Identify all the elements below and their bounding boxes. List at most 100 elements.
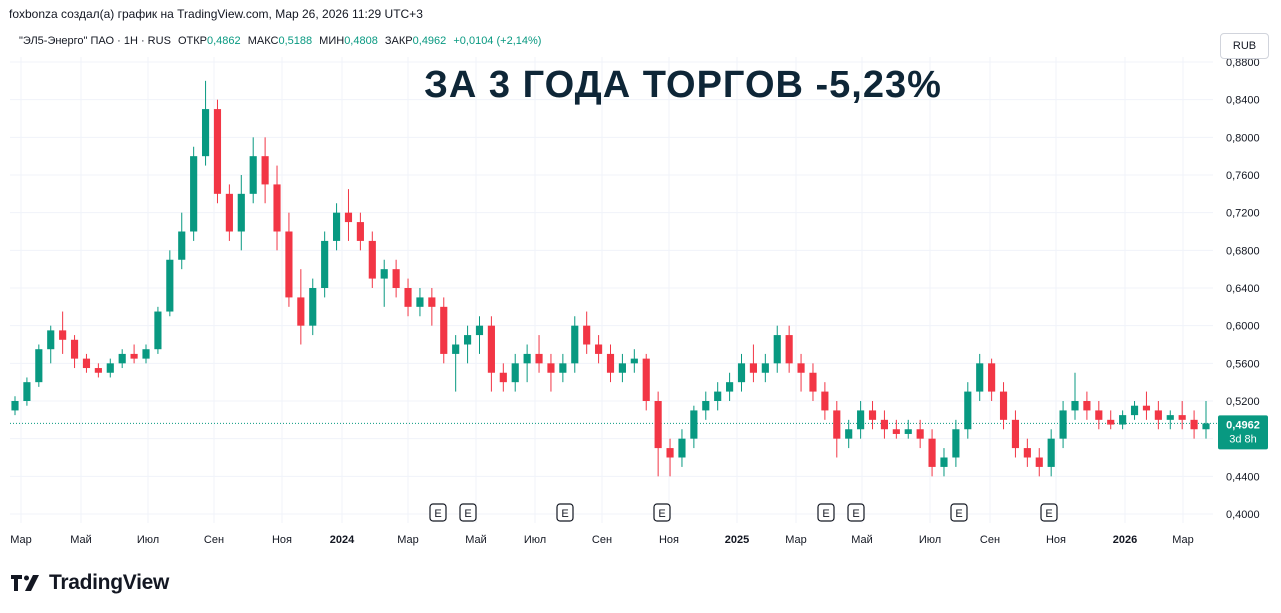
candle-body: [297, 297, 305, 326]
candle-body: [332, 212, 341, 241]
candle-body: [595, 344, 603, 354]
candle-body: [23, 382, 31, 401]
candle-body: [440, 306, 448, 354]
candle-body: [82, 358, 91, 369]
candle-body: [666, 448, 674, 458]
x-tick-label: 2026: [1113, 534, 1137, 546]
x-tick-label: Сен: [204, 534, 224, 546]
candle-body: [952, 429, 960, 458]
earnings-marker-box: [653, 503, 671, 522]
y-tick-label: 0,6800: [1226, 245, 1260, 257]
last-price-badge: 0,4962 3d 8h: [1218, 415, 1268, 450]
candle-body: [356, 222, 364, 241]
symbol-name[interactable]: "ЭЛ5-Энерго" ПАО · 1Н · RUS: [19, 35, 171, 47]
x-tick-label: Ноя: [1046, 534, 1066, 546]
earnings-marker-box: [847, 503, 865, 522]
candle-body: [773, 335, 781, 364]
earnings-marker-label: E: [434, 508, 441, 520]
x-tick-label: Май: [70, 534, 92, 546]
candle-body: [523, 353, 531, 364]
candle-body: [380, 269, 388, 279]
tradingview-logo[interactable]: TradingView: [11, 571, 169, 595]
earnings-marker-box: [556, 503, 574, 522]
candle-body: [261, 156, 269, 185]
candle-body: [690, 410, 698, 439]
earnings-marker-label: E: [561, 508, 568, 520]
earnings-marker-label: E: [464, 508, 471, 520]
y-tick-label: 0,4000: [1226, 509, 1260, 521]
candle-body: [1107, 419, 1115, 425]
open-label: ОТКР: [177, 35, 207, 47]
y-tick-label: 0,7200: [1226, 208, 1260, 220]
earnings-marker-box: [817, 503, 835, 522]
candle-body: [475, 325, 484, 336]
earnings-marker-label: E: [955, 508, 962, 520]
earnings-marker-label: E: [852, 508, 859, 520]
y-tick-label: 0,8400: [1226, 95, 1260, 107]
candle-body: [618, 363, 626, 373]
candle-body: [785, 335, 793, 364]
x-tick-label: Май: [465, 534, 487, 546]
x-tick-label: 2025: [725, 534, 749, 546]
close-label: ЗАКР: [384, 35, 413, 47]
candle-body: [190, 156, 198, 232]
earnings-marker: E: [459, 503, 477, 522]
candle-body: [59, 330, 67, 340]
candle-body: [1083, 401, 1091, 411]
candle-body: [452, 344, 460, 354]
y-tick-label: 0,5200: [1226, 396, 1260, 408]
candle-body: [166, 259, 174, 312]
y-tick-label: 0,5600: [1226, 358, 1260, 370]
candle-body: [642, 358, 650, 401]
candle-body: [464, 335, 472, 345]
x-tick-label: Май: [851, 534, 873, 546]
candle-body: [606, 353, 615, 373]
candle-body: [654, 401, 662, 449]
candle-body: [797, 363, 805, 373]
candle-body: [916, 429, 924, 439]
x-tick-label: 2024: [330, 534, 355, 546]
time-axis: Мар Май Июл Сен Ноя 2024 Мар Май Июл Сен Ноя 2025 Ма…: [10, 534, 1194, 546]
x-tick-label: Ноя: [659, 534, 679, 546]
candle-body: [130, 353, 138, 359]
tradingview-logo-text: TradingView: [49, 571, 170, 594]
candle-body: [809, 372, 817, 392]
candle-body: [964, 391, 972, 430]
candle-body: [1178, 415, 1186, 420]
last-price-badge-bg: [1218, 415, 1268, 450]
candle-body: [1035, 457, 1043, 467]
earnings-marker: E: [556, 503, 574, 522]
x-tick-label: Сен: [592, 534, 612, 546]
candle-body: [1119, 415, 1127, 425]
candle-body: [1202, 423, 1210, 430]
candle-body: [416, 297, 424, 307]
candle-body: [928, 438, 936, 467]
candle-body: [1011, 419, 1020, 449]
earnings-marker-label: E: [822, 508, 829, 520]
candle-body: [70, 339, 79, 359]
candle-body: [1095, 410, 1103, 420]
earnings-marker-label: E: [1045, 508, 1052, 520]
candle-body: [1023, 448, 1031, 458]
earnings-marker-box: [1040, 503, 1058, 522]
y-tick-label: 0,6000: [1226, 321, 1260, 333]
candle-body: [535, 353, 543, 364]
y-tick-label: 0,4400: [1226, 471, 1260, 483]
candle-body: [368, 240, 376, 279]
candle-body: [428, 297, 436, 307]
currency-button[interactable]: RUB: [1220, 33, 1269, 59]
change-value: +0,0104 (+2,14%): [453, 35, 542, 47]
open-value: 0,4862: [207, 35, 241, 47]
candle-body: [35, 349, 43, 383]
high-label: МАКС: [247, 35, 279, 47]
last-price-value: 0,4962: [1226, 419, 1260, 431]
candle-body: [273, 184, 281, 232]
candle-body: [47, 330, 55, 350]
candle-body: [857, 410, 865, 430]
candlestick-series: [11, 80, 1210, 477]
candle-body: [892, 429, 900, 434]
candle-body: [845, 429, 853, 439]
candle-body: [1130, 405, 1139, 416]
